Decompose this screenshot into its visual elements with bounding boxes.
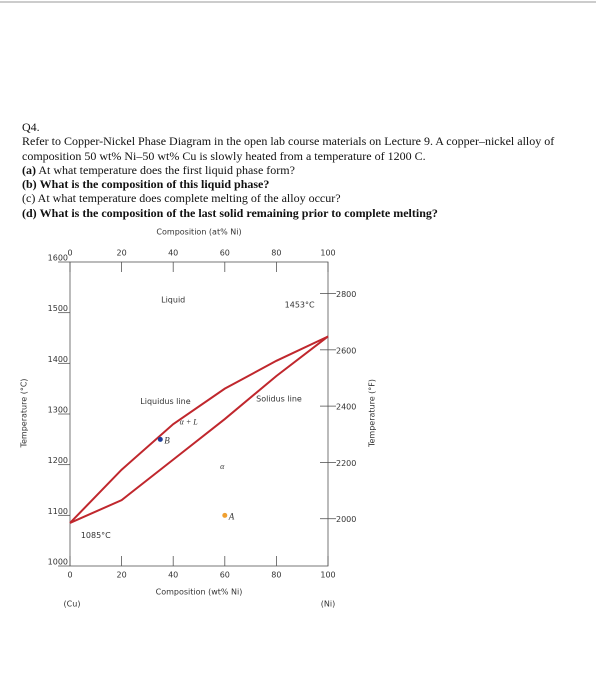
- x-axis-label: Composition (wt% Ni): [156, 588, 243, 597]
- x-tick-label: 60: [220, 571, 230, 580]
- y2-tick-label: 2000: [336, 515, 356, 524]
- point-label: A: [228, 511, 235, 521]
- part-text: At what temperature does the first liqui…: [38, 162, 295, 177]
- intro: Refer to Copper-Nickel Phase Diagram in …: [22, 134, 555, 163]
- y-axis-label: Temperature (°C): [20, 378, 29, 448]
- x2-tick-label: 0: [67, 249, 72, 258]
- x2-tick-label: 40: [168, 249, 178, 258]
- point-label: B: [164, 435, 170, 445]
- question: Q4. Refer to Copper-Nickel Phase Diagram…: [22, 120, 587, 220]
- x-tick-label: 100: [320, 571, 335, 580]
- phase-boundary: [69, 335, 329, 524]
- annotation: Solidus line: [256, 394, 302, 403]
- part-label: (b): [22, 177, 37, 192]
- y2-axis-label: Temperature (°F): [368, 379, 377, 448]
- x2-tick-label: 80: [271, 249, 281, 258]
- state-point: [222, 512, 228, 518]
- y-tick-label: 1600: [48, 254, 68, 263]
- y-tick-label: 1000: [48, 558, 68, 567]
- annotation: 1085°C: [81, 531, 111, 540]
- part: (a) At what temperature does the first l…: [22, 163, 587, 177]
- state-point: [157, 436, 163, 442]
- x-end-label: (Ni): [321, 600, 335, 609]
- annotation: α + L: [180, 417, 199, 426]
- part-text: At what temperature does complete meltin…: [37, 191, 341, 206]
- y-tick-label: 1200: [48, 456, 68, 465]
- part: (b) What is the composition of this liqu…: [22, 177, 587, 191]
- y2-tick-label: 2400: [336, 403, 356, 412]
- part: (d) What is the composition of the last …: [22, 206, 587, 220]
- question-number: Q4.: [22, 120, 40, 134]
- x-tick-label: 20: [117, 571, 127, 580]
- annotation: Liquid: [161, 296, 185, 305]
- x-tick-label: 40: [168, 571, 178, 580]
- y2-tick-label: 2600: [336, 346, 356, 355]
- x2-axis-label: Composition (at% Ni): [156, 228, 241, 237]
- y2-tick-label: 2800: [336, 290, 356, 299]
- y-tick-label: 1300: [48, 406, 68, 415]
- part-label: (c): [22, 191, 36, 206]
- y-tick-label: 1500: [48, 304, 68, 313]
- x-end-label: (Cu): [64, 600, 81, 609]
- x-tick-label: 0: [67, 571, 72, 580]
- part-label: (a): [22, 162, 36, 177]
- phase-boundary: [69, 335, 329, 524]
- x2-tick-label: 100: [320, 249, 335, 258]
- part: (c) At what temperature does complete me…: [22, 191, 587, 205]
- y-tick-label: 1400: [48, 355, 68, 364]
- annotation: α: [220, 462, 225, 471]
- annotation: 1453°C: [285, 301, 315, 310]
- x-tick-label: 80: [271, 571, 281, 580]
- x2-tick-label: 60: [220, 249, 230, 258]
- part-text: What is the composition of the last soli…: [39, 205, 438, 220]
- y2-tick-label: 2200: [336, 459, 356, 468]
- part-text: What is the composition of this liquid p…: [39, 177, 270, 192]
- annotation: Liquidus line: [140, 397, 190, 406]
- y-tick-label: 1100: [48, 507, 68, 516]
- part-label: (d): [22, 205, 37, 220]
- x2-tick-label: 20: [117, 249, 127, 258]
